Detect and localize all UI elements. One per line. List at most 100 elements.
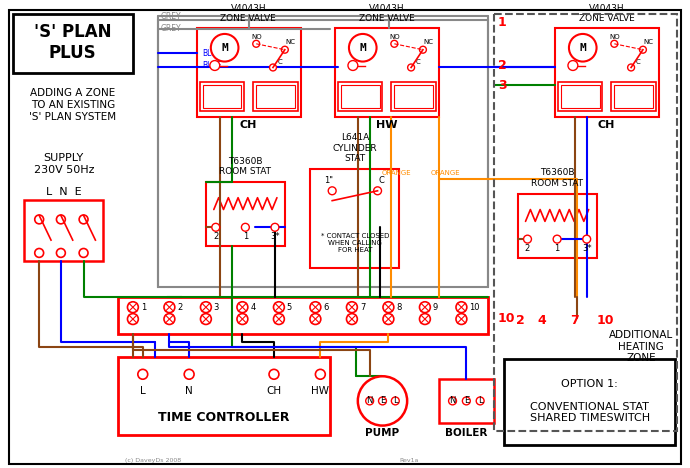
Circle shape <box>476 397 484 405</box>
Text: M: M <box>580 43 586 53</box>
Text: NC: NC <box>424 39 434 45</box>
Circle shape <box>128 302 138 313</box>
Circle shape <box>391 397 400 405</box>
Circle shape <box>640 46 647 53</box>
Text: CH: CH <box>266 386 282 396</box>
Text: V4043H
ZONE VALVE: V4043H ZONE VALVE <box>220 4 276 23</box>
Text: 9: 9 <box>433 303 438 312</box>
Text: CH: CH <box>598 120 615 130</box>
Circle shape <box>271 223 279 231</box>
Text: 2: 2 <box>516 314 525 327</box>
Circle shape <box>420 46 426 53</box>
Circle shape <box>273 302 284 313</box>
Text: PUMP: PUMP <box>366 429 400 439</box>
Text: HW: HW <box>375 120 397 130</box>
Circle shape <box>315 369 325 379</box>
Text: E: E <box>464 396 469 405</box>
Text: NC: NC <box>286 39 296 45</box>
Circle shape <box>164 302 175 313</box>
Circle shape <box>34 249 43 257</box>
Text: 1: 1 <box>498 15 506 29</box>
Text: N: N <box>449 396 455 405</box>
Circle shape <box>253 40 259 47</box>
Circle shape <box>568 60 578 70</box>
Circle shape <box>358 376 407 425</box>
Text: 10: 10 <box>498 312 515 324</box>
Circle shape <box>241 223 249 231</box>
Circle shape <box>237 302 248 313</box>
Text: NO: NO <box>251 34 262 40</box>
Text: 7: 7 <box>571 314 579 327</box>
Text: HW: HW <box>311 386 329 396</box>
Circle shape <box>553 235 561 243</box>
Text: 1: 1 <box>243 232 248 241</box>
Text: 1: 1 <box>141 303 146 312</box>
Text: (c) DaveyDs 2008: (c) DaveyDs 2008 <box>125 458 181 462</box>
Text: 4: 4 <box>250 303 255 312</box>
Text: TIME CONTROLLER: TIME CONTROLLER <box>158 411 289 424</box>
Circle shape <box>34 215 43 224</box>
Text: NO: NO <box>609 34 620 40</box>
Text: C: C <box>635 58 640 65</box>
Circle shape <box>57 215 66 224</box>
Circle shape <box>79 249 88 257</box>
Text: 3: 3 <box>214 303 219 312</box>
Circle shape <box>628 64 635 71</box>
Text: 3*: 3* <box>582 243 591 253</box>
Circle shape <box>391 40 397 47</box>
Text: N: N <box>185 386 193 396</box>
Circle shape <box>420 314 431 324</box>
Circle shape <box>201 302 211 313</box>
Circle shape <box>328 187 336 195</box>
Text: 10: 10 <box>469 303 480 312</box>
Text: 4: 4 <box>538 314 546 327</box>
Text: V4043H
ZONE VALVE: V4043H ZONE VALVE <box>578 4 634 23</box>
Text: M: M <box>221 43 228 53</box>
Text: T6360B
ROOM STAT: T6360B ROOM STAT <box>531 168 583 188</box>
Circle shape <box>310 314 321 324</box>
Text: T6360B
ROOM STAT: T6360B ROOM STAT <box>219 157 271 176</box>
Circle shape <box>128 314 138 324</box>
Circle shape <box>79 215 88 224</box>
Text: Rev1a: Rev1a <box>400 458 419 462</box>
Circle shape <box>366 397 373 405</box>
Circle shape <box>270 64 277 71</box>
Text: 5: 5 <box>287 303 292 312</box>
Text: BLUE: BLUE <box>202 49 221 58</box>
Text: 7: 7 <box>359 303 365 312</box>
Text: ORANGE: ORANGE <box>431 170 460 176</box>
Text: OPTION 1:

CONVENTIONAL STAT
SHARED TIMESWITCH: OPTION 1: CONVENTIONAL STAT SHARED TIMES… <box>530 379 650 424</box>
Text: 1": 1" <box>324 176 333 185</box>
Text: 6: 6 <box>324 303 328 312</box>
Text: V4043H
ZONE VALVE: V4043H ZONE VALVE <box>359 4 414 23</box>
Circle shape <box>611 40 618 47</box>
Text: C: C <box>379 176 384 185</box>
Text: C: C <box>277 58 282 65</box>
Circle shape <box>282 46 288 53</box>
Circle shape <box>383 314 394 324</box>
Text: 3*: 3* <box>270 232 279 241</box>
Text: 10: 10 <box>597 314 614 327</box>
Circle shape <box>373 187 382 195</box>
Circle shape <box>210 60 219 70</box>
Circle shape <box>379 397 386 405</box>
Circle shape <box>201 314 211 324</box>
Circle shape <box>237 314 248 324</box>
Text: L: L <box>478 396 482 405</box>
Circle shape <box>456 302 467 313</box>
Text: 2: 2 <box>498 59 506 72</box>
Circle shape <box>164 314 175 324</box>
Text: L: L <box>393 396 397 405</box>
Text: * CONTACT CLOSED
WHEN CALLING
FOR HEAT: * CONTACT CLOSED WHEN CALLING FOR HEAT <box>321 233 389 253</box>
Circle shape <box>462 397 471 405</box>
Text: 3: 3 <box>498 79 506 92</box>
Circle shape <box>408 64 415 71</box>
Text: 'S' PLAN
PLUS: 'S' PLAN PLUS <box>34 23 112 62</box>
Text: ORANGE: ORANGE <box>382 170 411 176</box>
Text: 8: 8 <box>396 303 402 312</box>
Text: ADDING A ZONE
TO AN EXISTING
'S' PLAN SYSTEM: ADDING A ZONE TO AN EXISTING 'S' PLAN SY… <box>29 88 117 122</box>
Circle shape <box>456 314 467 324</box>
Text: NC: NC <box>644 39 654 45</box>
Circle shape <box>57 249 66 257</box>
Text: M: M <box>359 43 366 53</box>
